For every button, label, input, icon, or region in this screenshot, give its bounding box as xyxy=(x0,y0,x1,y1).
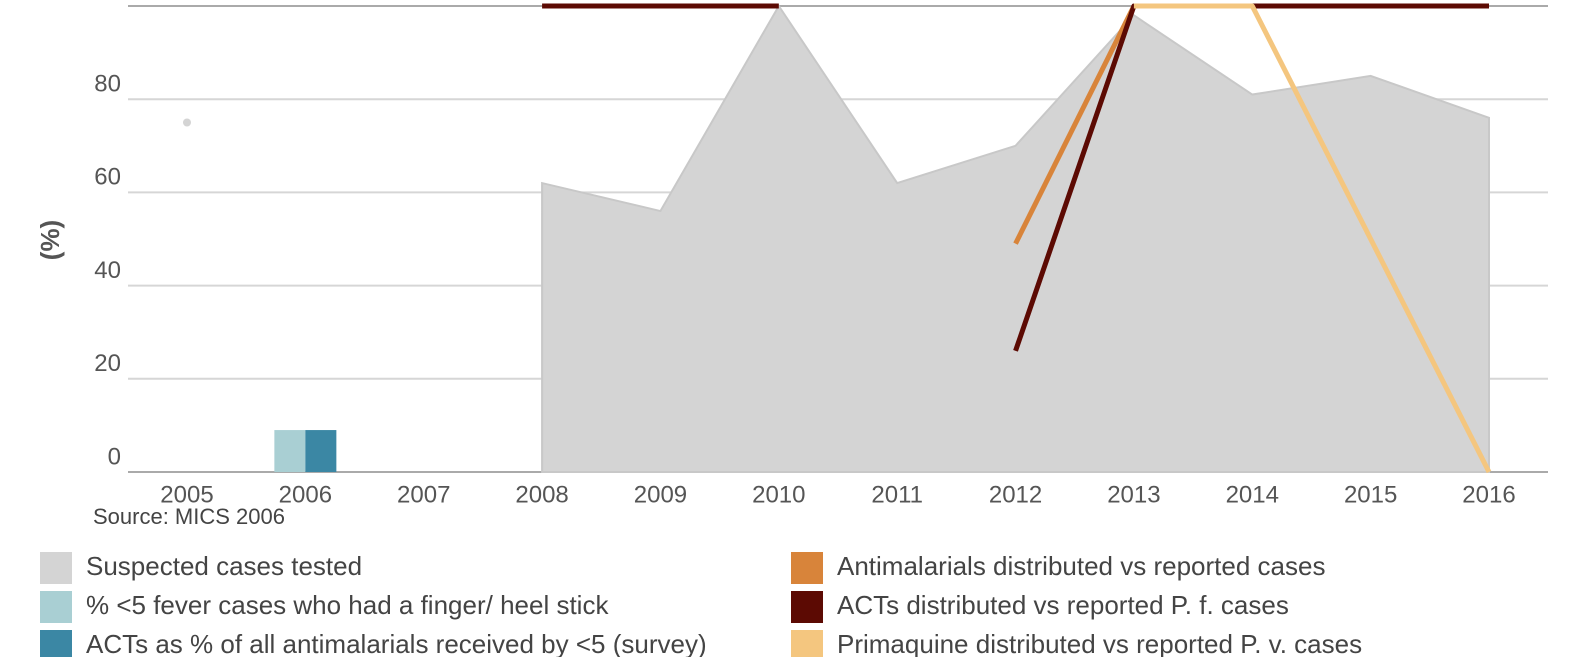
legend-swatch xyxy=(791,630,823,662)
x-tick-label: 2014 xyxy=(1226,481,1279,508)
legend-swatch xyxy=(40,552,72,584)
x-tick-label: 2008 xyxy=(515,481,568,508)
bar xyxy=(274,430,306,472)
legend-swatch xyxy=(791,591,823,623)
x-tick-label: 2007 xyxy=(397,481,450,508)
bar xyxy=(305,430,337,472)
line xyxy=(1133,3,1492,474)
plot xyxy=(183,3,1492,474)
y-axis-label: (%) xyxy=(35,220,65,260)
x-tick-label: 2009 xyxy=(634,481,687,508)
x-tick-label: 2005 xyxy=(160,481,213,508)
y-tick-label: 0 xyxy=(108,443,121,470)
legend-label: Suspected cases tested xyxy=(86,551,362,581)
legend-label: ACTs as % of all antimalarials received … xyxy=(86,629,707,657)
legend-label: Antimalarials distributed vs reported ca… xyxy=(837,551,1325,581)
y-tick-label: 40 xyxy=(94,257,121,284)
y-tick-label: 80 xyxy=(94,71,121,98)
legend-swatch xyxy=(40,630,72,662)
x-tick-label: 2013 xyxy=(1107,481,1160,508)
legend-label: Primaquine distributed vs reported P. v.… xyxy=(837,629,1362,657)
x-tick-label: 2012 xyxy=(989,481,1042,508)
area-point xyxy=(183,118,191,127)
y-tick-label: 60 xyxy=(94,164,121,191)
y-tick-label: 20 xyxy=(94,350,121,377)
legend-label: % <5 fever cases who had a finger/ heel … xyxy=(86,590,609,620)
line xyxy=(1013,4,1137,245)
y-tick-label: 100 xyxy=(81,0,121,4)
legend-label: ACTs distributed vs reported P. f. cases xyxy=(837,590,1289,620)
x-tick-label: 2010 xyxy=(752,481,805,508)
x-tick-label: 2006 xyxy=(279,481,332,508)
source-note: Source: MICS 2006 xyxy=(93,504,285,529)
legend-swatch xyxy=(40,591,72,623)
legend-swatch xyxy=(791,552,823,584)
x-tick-label: 2015 xyxy=(1344,481,1397,508)
x-tick-label: 2016 xyxy=(1462,481,1515,508)
x-tick-label: 2011 xyxy=(871,481,923,508)
